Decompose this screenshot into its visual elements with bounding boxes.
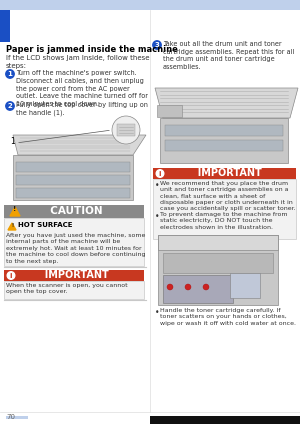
Text: After you have just used the machine, some
internal parts of the machine will be: After you have just used the machine, so… <box>6 233 146 264</box>
Circle shape <box>167 284 173 290</box>
Text: •: • <box>155 308 160 317</box>
Text: We recommend that you place the drum
unit and toner cartridge assemblies on a
cl: We recommend that you place the drum uni… <box>160 181 296 211</box>
Bar <box>165 125 283 136</box>
Polygon shape <box>10 207 20 216</box>
Polygon shape <box>8 223 16 230</box>
Polygon shape <box>155 88 298 118</box>
Text: If the LCD shows Jam Inside, follow these
steps:: If the LCD shows Jam Inside, follow thes… <box>6 55 149 69</box>
Bar <box>153 168 296 179</box>
Text: CAUTION: CAUTION <box>43 206 103 217</box>
Bar <box>153 179 296 239</box>
Bar <box>117 124 135 136</box>
Text: To prevent damage to the machine from
static electricity, DO NOT touch the
elect: To prevent damage to the machine from st… <box>160 212 287 229</box>
Text: Take out all the drum unit and toner
cartridge assemblies. Repeat this for all
t: Take out all the drum unit and toner car… <box>163 41 294 70</box>
Text: Turn off the machine's power switch.
Disconnect all cables, and then unplug
the : Turn off the machine's power switch. Dis… <box>16 70 148 107</box>
Circle shape <box>153 41 161 49</box>
Circle shape <box>156 170 164 177</box>
Circle shape <box>7 272 15 279</box>
Circle shape <box>6 70 14 78</box>
Text: i: i <box>159 170 161 176</box>
Text: When the scanner is open, you cannot
open the top cover.: When the scanner is open, you cannot ope… <box>6 283 127 294</box>
Circle shape <box>112 116 140 144</box>
Text: HOT SURFACE: HOT SURFACE <box>18 222 73 228</box>
Bar <box>16 175 130 185</box>
Bar <box>160 118 288 163</box>
Bar <box>163 275 233 303</box>
Polygon shape <box>13 135 146 155</box>
Circle shape <box>6 102 14 110</box>
Text: Handle the toner cartridge carefully. If
toner scatters on your hands or clothes: Handle the toner cartridge carefully. If… <box>160 308 296 326</box>
Bar <box>150 416 300 424</box>
Bar <box>230 273 260 298</box>
Bar <box>16 162 130 172</box>
Bar <box>4 205 144 218</box>
Text: 3: 3 <box>154 42 159 48</box>
Bar <box>163 253 273 273</box>
Bar <box>4 218 144 266</box>
Bar <box>4 281 144 299</box>
Text: 1: 1 <box>10 137 15 147</box>
Text: !: ! <box>14 206 16 212</box>
Text: 2: 2 <box>8 103 12 109</box>
Text: !: ! <box>11 223 13 228</box>
Text: 70: 70 <box>6 414 15 420</box>
Bar <box>16 188 130 198</box>
Bar <box>158 235 278 305</box>
Text: i: i <box>10 273 12 279</box>
Bar <box>6 416 28 419</box>
Bar <box>0 0 300 10</box>
Bar <box>165 140 283 151</box>
Text: •: • <box>155 181 160 190</box>
Bar <box>4 270 144 281</box>
Circle shape <box>203 284 209 290</box>
Text: IMPORTANT: IMPORTANT <box>38 271 108 281</box>
Bar <box>0 10 10 42</box>
Text: IMPORTANT: IMPORTANT <box>190 168 261 179</box>
Bar <box>157 105 182 117</box>
Bar <box>13 155 133 200</box>
Bar <box>158 235 278 250</box>
Text: Paper is jammed inside the machine: Paper is jammed inside the machine <box>6 45 178 54</box>
Text: 1: 1 <box>8 71 12 77</box>
Text: Fully open the top cover by lifting up on
the handle (1).: Fully open the top cover by lifting up o… <box>16 102 148 116</box>
Text: •: • <box>155 212 160 221</box>
Circle shape <box>185 284 191 290</box>
